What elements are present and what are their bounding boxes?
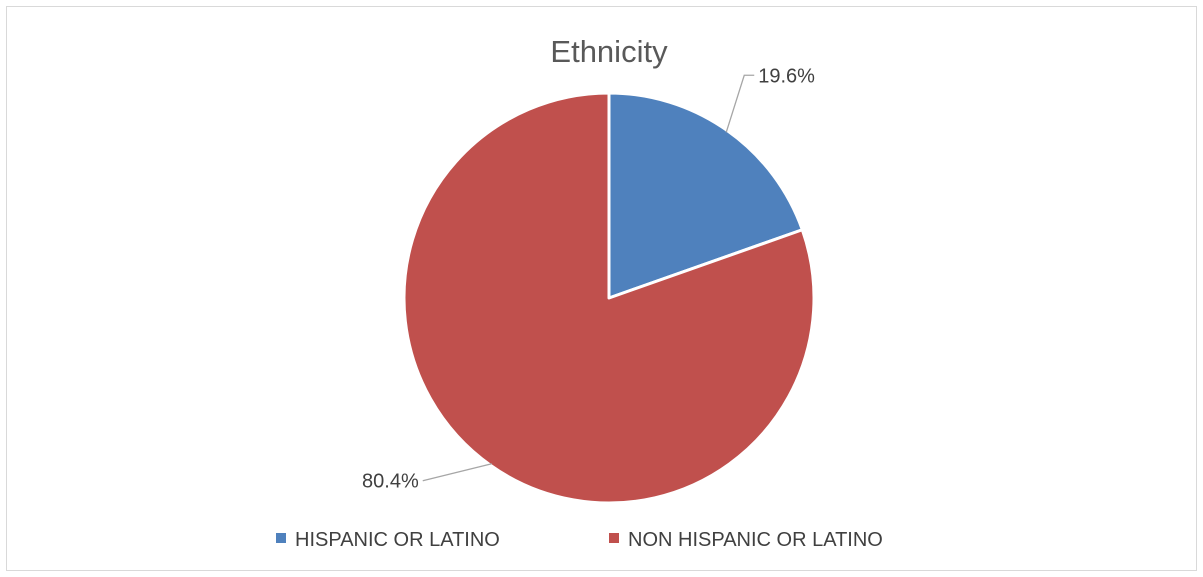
legend-item-non-hispanic-or-latino: NON HISPANIC OR LATINO xyxy=(609,529,883,551)
leader-line-hispanic-or-latino xyxy=(725,74,755,133)
legend-item-hispanic-or-latino: HISPANIC OR LATINO xyxy=(276,529,500,551)
data-label-non-hispanic-or-latino: 80.4% xyxy=(362,471,419,493)
legend-swatch-non-hispanic-or-latino xyxy=(609,533,619,543)
data-labels: 19.6% 80.4% xyxy=(362,65,815,492)
legend-label-hispanic-or-latino: HISPANIC OR LATINO xyxy=(295,529,500,551)
legend: HISPANIC OR LATINO NON HISPANIC OR LATINO xyxy=(276,529,883,551)
chart-title: Ethnicity xyxy=(550,34,668,69)
legend-swatch-hispanic-or-latino xyxy=(276,533,286,543)
data-label-hispanic-or-latino: 19.6% xyxy=(758,65,815,87)
pie-slice-non-hispanic-or-latino xyxy=(402,91,816,505)
pie-slices xyxy=(402,91,816,505)
leader-line-non-hispanic-or-latino xyxy=(422,463,492,482)
legend-label-non-hispanic-or-latino: NON HISPANIC OR LATINO xyxy=(628,529,883,551)
leader-lines xyxy=(422,74,755,482)
